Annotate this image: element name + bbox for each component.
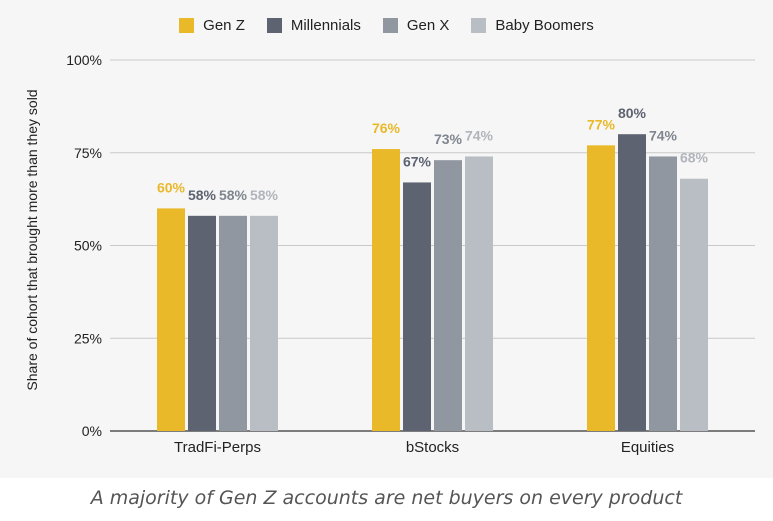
data-label-gen-x: 74% bbox=[649, 127, 678, 143]
data-label-baby-boomers: 68% bbox=[680, 150, 709, 166]
bar-baby-boomers bbox=[250, 215, 278, 431]
legend: Gen Z Millennials Gen X Baby Boomers bbox=[0, 17, 773, 34]
x-tick-label: bStocks bbox=[406, 439, 459, 456]
data-label-gen-x: 58% bbox=[219, 187, 248, 203]
legend-swatch-gen-x bbox=[382, 18, 398, 33]
bar-baby-boomers bbox=[680, 178, 708, 431]
bar-millennials bbox=[188, 215, 216, 431]
legend-item-gen-x: Gen X bbox=[382, 17, 450, 34]
data-label-gen-z: 60% bbox=[157, 179, 186, 195]
bar-gen-z bbox=[372, 149, 400, 432]
legend-swatch-millennials bbox=[266, 18, 282, 33]
legend-label-millennials: Millennials bbox=[290, 17, 361, 34]
bar-millennials bbox=[618, 134, 646, 431]
data-label-gen-z: 76% bbox=[372, 120, 401, 136]
legend-swatch-gen-z bbox=[179, 18, 195, 33]
y-tick-label: 50% bbox=[74, 238, 102, 254]
bar-millennials bbox=[403, 182, 431, 431]
legend-label-gen-x: Gen X bbox=[406, 17, 450, 34]
y-tick-label: 25% bbox=[74, 330, 102, 346]
legend-item-millennials: Millennials bbox=[266, 17, 361, 34]
legend-item-baby-boomers: Baby Boomers bbox=[471, 17, 594, 34]
data-label-millennials: 58% bbox=[188, 187, 217, 203]
bar-chart: 0%25%50%75%100%60% 58% 58% 58%TradFi-Perps7… bbox=[66, 52, 755, 456]
y-tick-label: 75% bbox=[74, 145, 102, 161]
data-label-millennials: 80% bbox=[618, 105, 647, 121]
y-tick-label: 100% bbox=[66, 52, 102, 68]
bar-gen-x bbox=[649, 156, 677, 431]
data-label-millennials: 67% bbox=[403, 153, 432, 169]
bar-baby-boomers bbox=[465, 156, 493, 431]
legend-item-gen-z: Gen Z bbox=[179, 17, 245, 34]
data-label-gen-z: 77% bbox=[587, 116, 616, 132]
bar-gen-x bbox=[219, 215, 247, 431]
legend-swatch-baby-boomers bbox=[471, 18, 487, 33]
legend-label-gen-z: Gen Z bbox=[203, 17, 245, 34]
chart-panel: Gen Z Millennials Gen X Baby Boomers Sha… bbox=[0, 17, 773, 456]
data-label-baby-boomers: 74% bbox=[465, 127, 494, 143]
bar-gen-z bbox=[587, 145, 615, 431]
x-tick-label: Equities bbox=[621, 439, 674, 456]
y-tick-label: 0% bbox=[82, 423, 102, 439]
legend-label-baby-boomers: Baby Boomers bbox=[495, 17, 594, 34]
bar-gen-z bbox=[157, 208, 185, 431]
data-label-baby-boomers: 58% bbox=[250, 187, 279, 203]
bar-gen-x bbox=[434, 160, 462, 432]
data-label-gen-x: 73% bbox=[434, 131, 463, 147]
chart-caption: A majority of Gen Z accounts are net buy… bbox=[90, 487, 683, 509]
x-tick-label: TradFi-Perps bbox=[174, 439, 261, 456]
